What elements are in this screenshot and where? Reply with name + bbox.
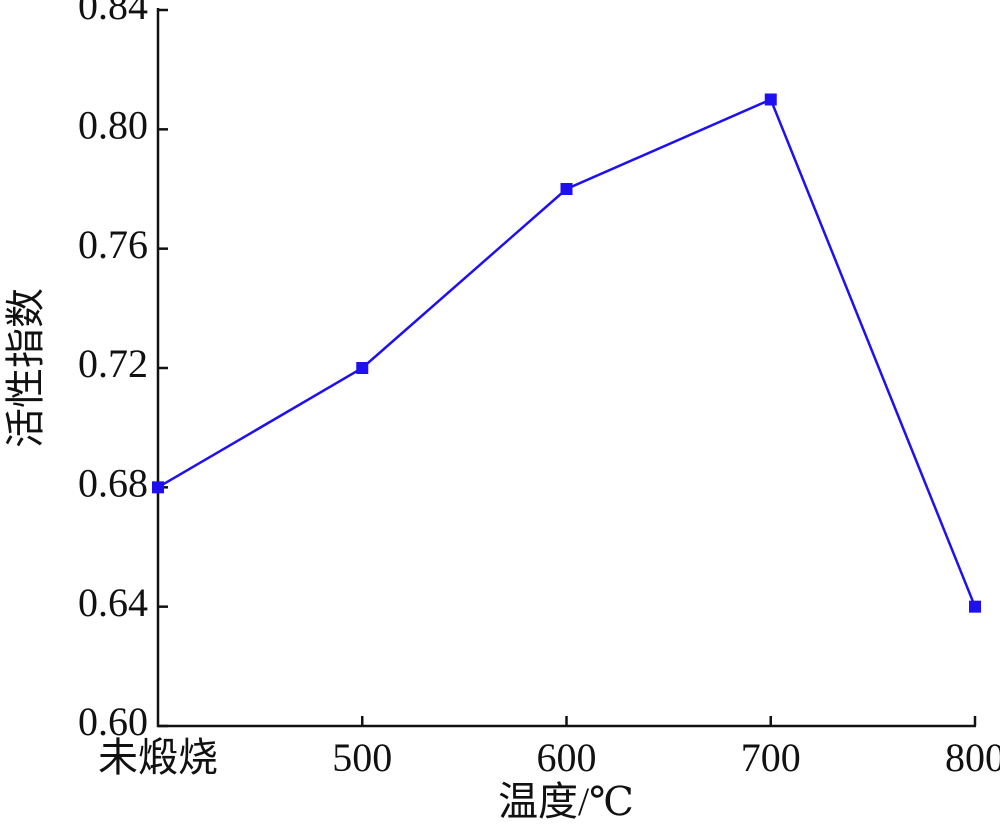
x-tick-label: 800	[945, 735, 1000, 780]
y-tick-label: 0.72	[78, 341, 148, 386]
x-axis-label: 温度/℃	[498, 779, 634, 824]
y-tick-label: 0.80	[78, 103, 148, 148]
marker	[356, 362, 369, 374]
y-tick-label: 0.68	[78, 461, 148, 506]
marker	[969, 600, 981, 613]
x-tick-label: 500	[332, 735, 392, 780]
x-tick-label: 700	[741, 735, 801, 780]
marker	[560, 183, 573, 195]
marker	[764, 93, 777, 106]
y-tick-label: 0.60	[78, 699, 148, 744]
data-line	[157, 97, 977, 608]
y-tick-label: 0.84	[78, 0, 148, 28]
x-tick-label: 未煅烧	[98, 735, 218, 780]
marker	[152, 481, 164, 494]
y-axis-label: 活性指数	[3, 288, 48, 448]
y-tick-label: 0.76	[78, 222, 148, 267]
axes	[156, 8, 976, 728]
y-tick-label: 0.64	[78, 580, 148, 625]
x-tick-label: 600	[537, 735, 597, 780]
